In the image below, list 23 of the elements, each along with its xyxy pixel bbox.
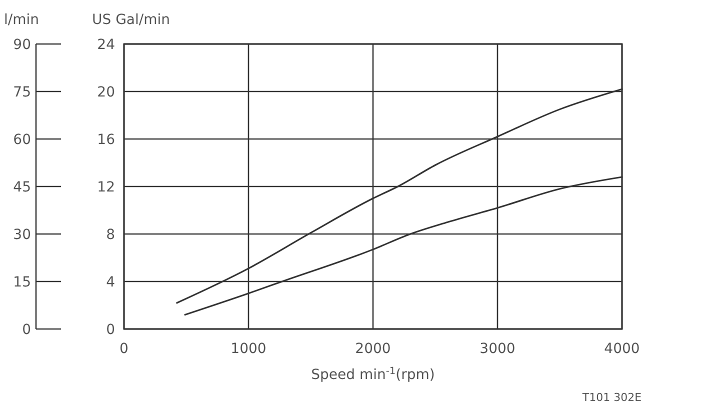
y2-tick-label: 0	[22, 322, 31, 338]
y2-tick-label: 30	[13, 227, 31, 243]
y-axis-title: US Gal/min	[92, 12, 170, 28]
y-tick-label: 8	[106, 227, 115, 243]
y2-tick-label: 45	[13, 180, 31, 196]
x-tick-label: 0	[120, 341, 128, 357]
x-tick-label: 1000	[230, 341, 266, 357]
y-tick-label: 0	[106, 322, 115, 338]
y-tick-label: 24	[97, 37, 116, 53]
y2-tick-label: 90	[13, 37, 31, 53]
y-tick-label: 4	[106, 274, 116, 290]
x-tick-label: 4000	[604, 341, 640, 357]
y-tick-label: 20	[97, 84, 115, 100]
x-tick-label: 2000	[355, 341, 391, 357]
y2-tick-label: 60	[13, 132, 31, 148]
y-tick-label: 12	[97, 180, 115, 196]
y-tick-label: 16	[97, 132, 116, 148]
y2-tick-label: 15	[13, 274, 31, 290]
y2-tick-label: 75	[13, 84, 31, 100]
x-axis-title: Speed min$^{-1}$(rpm)	[311, 366, 435, 383]
text: T101 302E	[581, 391, 642, 404]
y2-axis-title: l/min	[4, 12, 40, 28]
x-tick-label: 3000	[480, 341, 516, 357]
